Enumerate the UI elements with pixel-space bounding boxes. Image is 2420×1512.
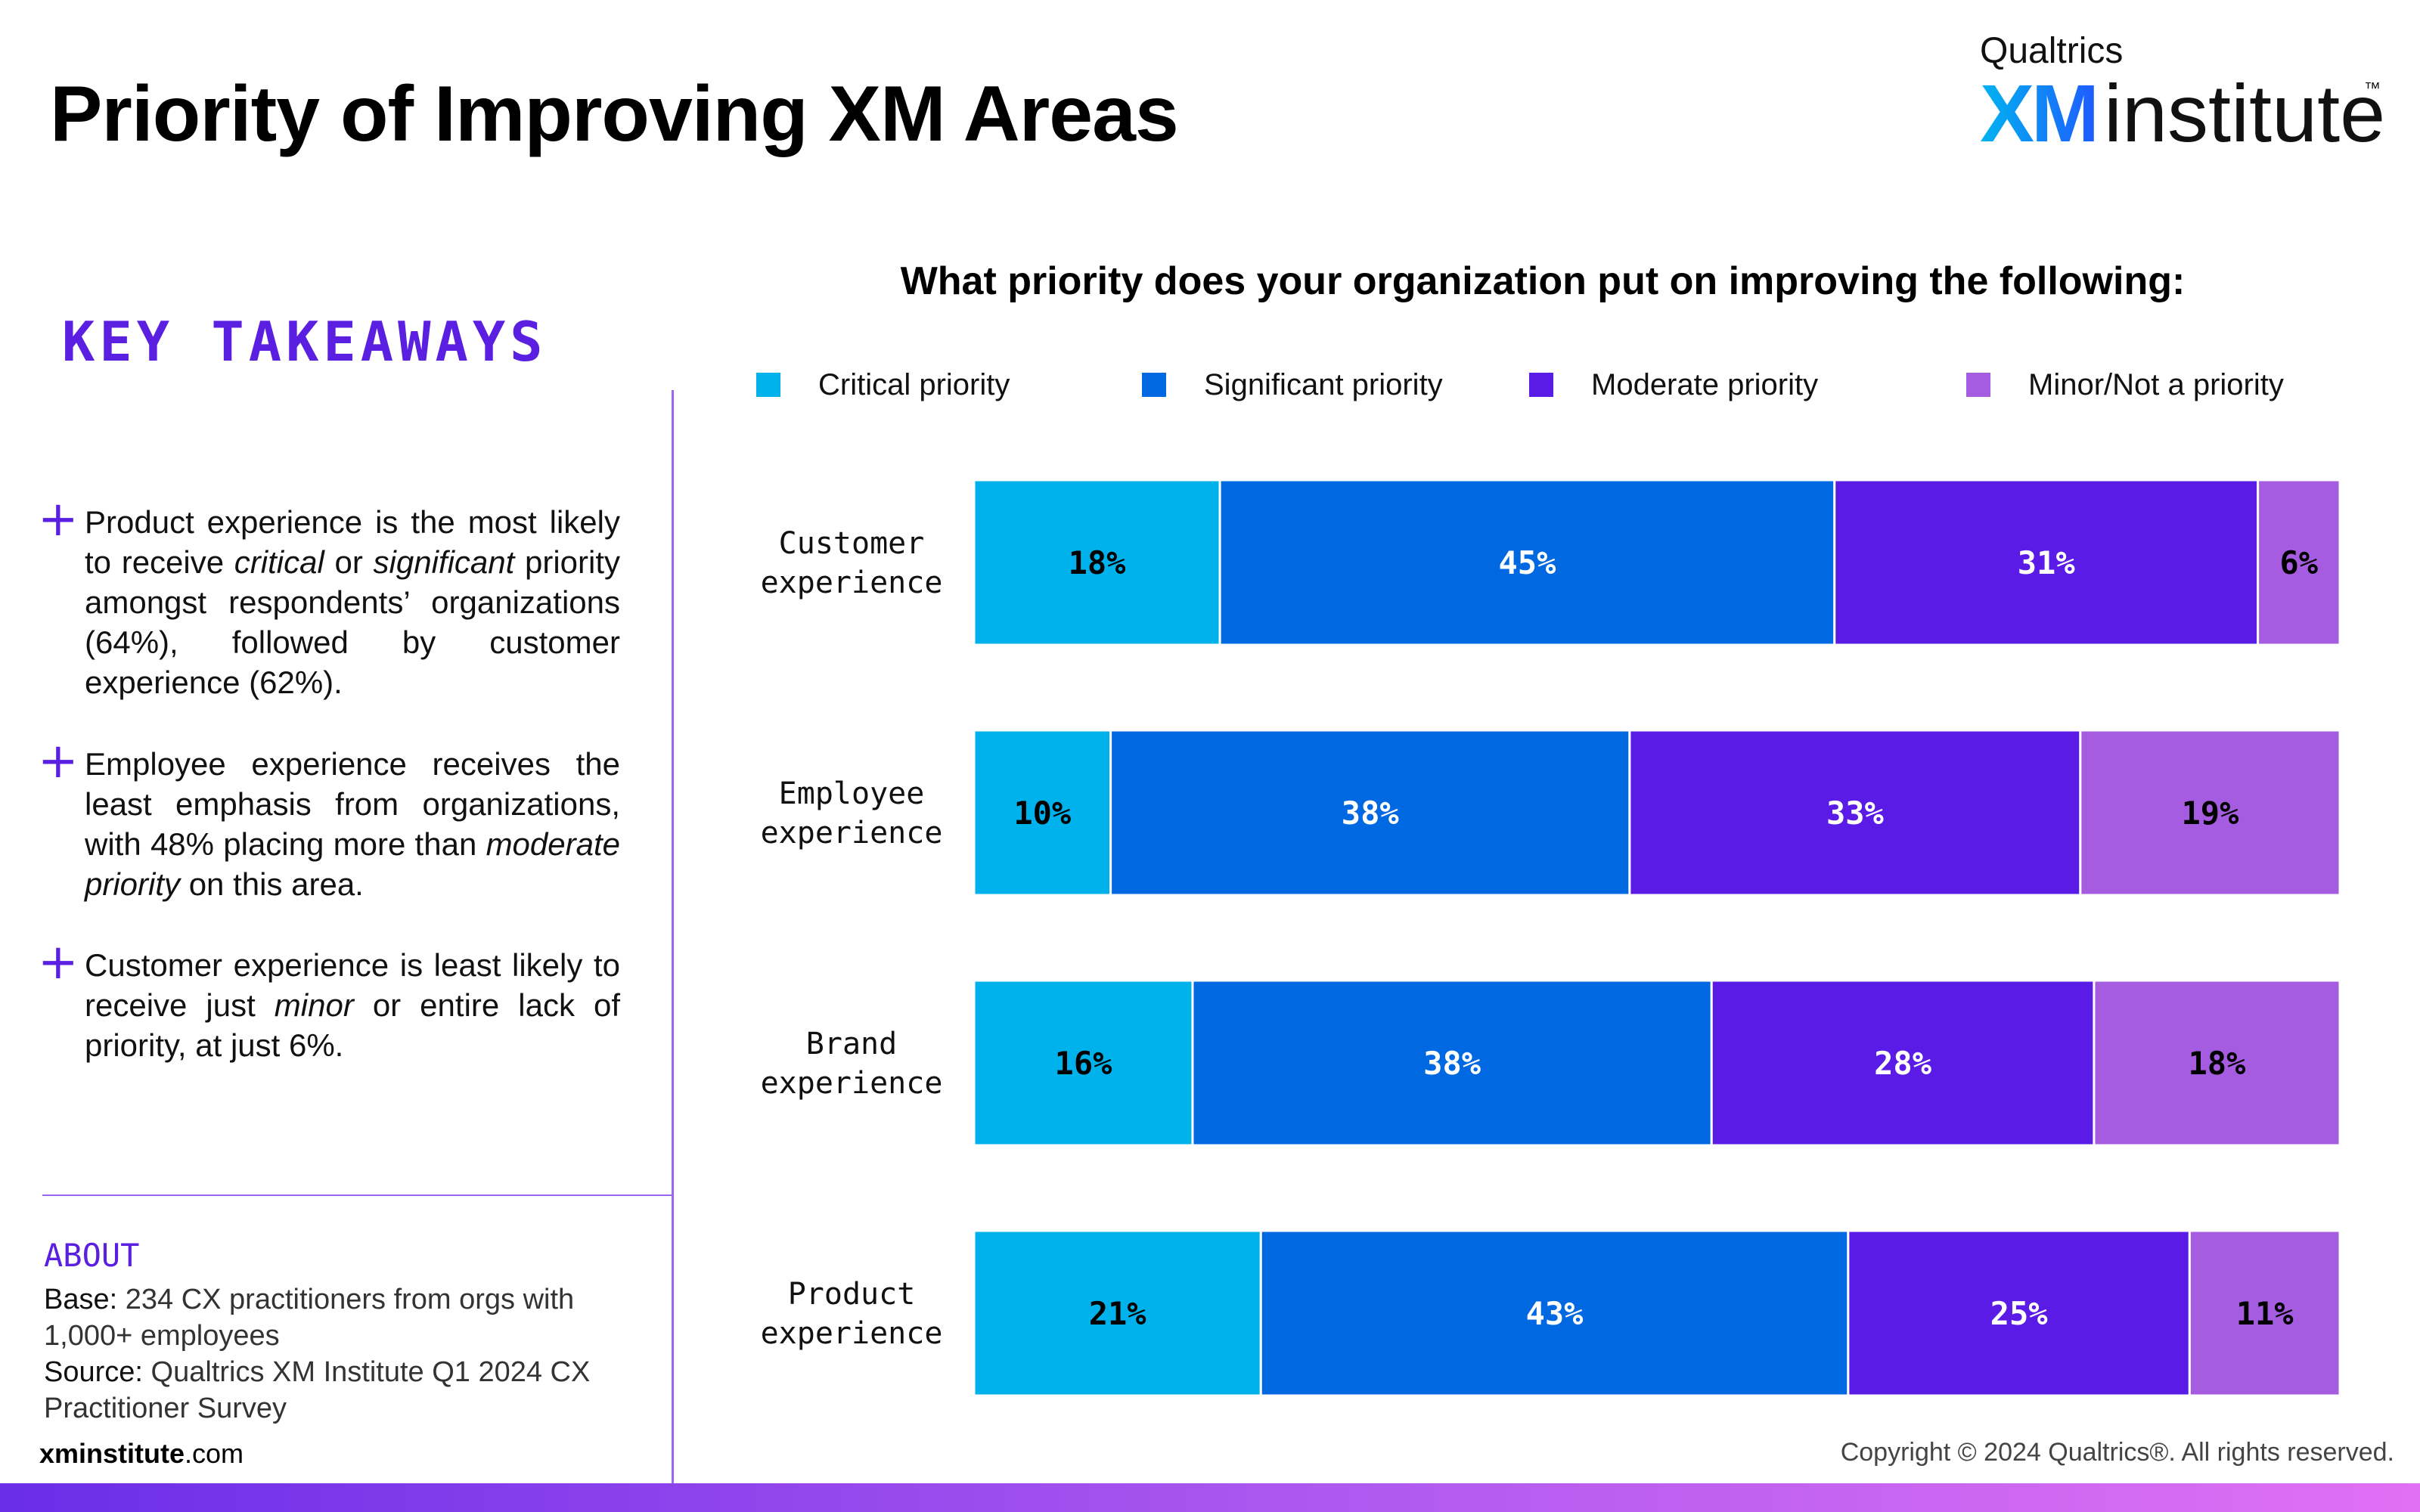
takeaway-item: + Customer experience is least likely to… [38, 934, 620, 1065]
legend-item-moderate: Moderate priority [1529, 366, 1818, 404]
site-link[interactable]: xminstitute.com [39, 1438, 244, 1470]
data-label: 33% [1826, 795, 1884, 832]
category-label: Employee experience [761, 776, 943, 850]
plus-icon: + [38, 733, 79, 789]
copyright-text: Copyright © 2024 Qualtrics®. All rights … [1840, 1438, 2394, 1467]
about-section: ABOUT Base: 234 CX practitioners from or… [44, 1237, 649, 1427]
site-link-rest: .com [185, 1438, 244, 1469]
plus-icon: + [38, 934, 79, 990]
bar-segment [1109, 729, 1631, 897]
key-takeaways-heading: KEY TAKEAWAYS [62, 310, 548, 373]
bar-segment [2188, 1229, 2341, 1397]
category-label: Brand experience [761, 1027, 943, 1101]
bottom-gradient-bar [0, 1483, 2420, 1512]
data-label: 10% [1013, 795, 1071, 832]
legend-swatch [1966, 373, 1990, 397]
legend-label: Significant priority [1204, 367, 1443, 401]
data-label: 38% [1423, 1045, 1481, 1082]
data-label: 21% [1089, 1295, 1146, 1332]
page-title: Priority of Improving XM Areas [50, 70, 1179, 158]
bar-segment [973, 729, 1112, 897]
about-source: Source: Qualtrics XM Institute Q1 2024 C… [44, 1354, 649, 1427]
data-label: 31% [2018, 544, 2075, 581]
plus-icon: + [38, 491, 79, 547]
takeaway-item: + Employee experience receives the least… [38, 733, 620, 904]
about-source-label: Source: [44, 1356, 143, 1388]
logo-xm-text: XM [1980, 67, 2099, 159]
data-label: 18% [1069, 544, 1126, 581]
logo-trademark: ™ [2364, 79, 2381, 98]
about-base-text: 234 CX practitioners from orgs with 1,00… [44, 1284, 575, 1352]
bar-segment [973, 479, 1221, 646]
bar-segment [973, 979, 1194, 1147]
data-label: 11% [2236, 1295, 2294, 1332]
bar-segment [1218, 479, 1836, 646]
data-label: 28% [1874, 1045, 1931, 1082]
legend-swatch [1142, 373, 1166, 397]
horizontal-divider [42, 1194, 672, 1196]
takeaway-text: Customer experience is least likely to r… [85, 947, 620, 1063]
bar-segment [2093, 979, 2341, 1147]
data-label: 38% [1342, 795, 1399, 832]
bar-segment [1628, 729, 2082, 897]
bar-segment [1191, 979, 1713, 1147]
site-link-bold: xminstitute [39, 1438, 185, 1469]
about-base: Base: 234 CX practitioners from orgs wit… [44, 1281, 649, 1354]
logo-mark: XMinstitute [1980, 73, 2385, 154]
bar-segment [973, 1229, 1262, 1397]
vertical-divider [672, 390, 674, 1486]
legend-item-significant: Significant priority [1142, 366, 1443, 404]
legend-swatch [756, 373, 780, 397]
bar-segment [1259, 1229, 1850, 1397]
takeaway-text: Product experience is the most likely to… [85, 504, 620, 700]
takeaway-text: Employee experience receives the least e… [85, 746, 620, 902]
about-base-label: Base: [44, 1284, 118, 1315]
data-label: 25% [1990, 1295, 2048, 1332]
data-label: 6% [2280, 544, 2319, 581]
legend-swatch [1529, 373, 1553, 397]
logo-institute-text: institute [2104, 67, 2386, 159]
category-label: Customer experience [761, 526, 943, 600]
legend-label: Minor/Not a priority [2028, 367, 2284, 401]
legend-label: Moderate priority [1591, 367, 1819, 401]
data-label: 18% [2189, 1045, 2246, 1082]
about-source-text: Qualtrics XM Institute Q1 2024 CX Practi… [44, 1356, 591, 1424]
category-label: Product experience [761, 1277, 943, 1351]
logo-brand-text: Qualtrics [1980, 31, 2124, 71]
legend-item-critical: Critical priority [756, 366, 1010, 404]
chart-title: What priority does your organization put… [900, 259, 2186, 303]
data-label: 16% [1055, 1045, 1112, 1082]
about-title: ABOUT [44, 1237, 140, 1274]
data-label: 19% [2182, 795, 2239, 832]
bar-segment [1847, 1229, 2191, 1397]
data-label: 43% [1526, 1295, 1584, 1332]
takeaway-item: + Product experience is the most likely … [38, 491, 620, 702]
bar-segment [2079, 729, 2341, 897]
legend-item-minor: Minor/Not a priority [1966, 366, 2284, 404]
bar-segment [1710, 979, 2096, 1147]
bar-segment [2257, 479, 2341, 646]
legend-label: Critical priority [818, 367, 1010, 401]
data-label: 45% [1499, 544, 1556, 581]
qualtrics-xm-institute-logo: Qualtrics XMinstitute ™ [1980, 30, 2385, 154]
